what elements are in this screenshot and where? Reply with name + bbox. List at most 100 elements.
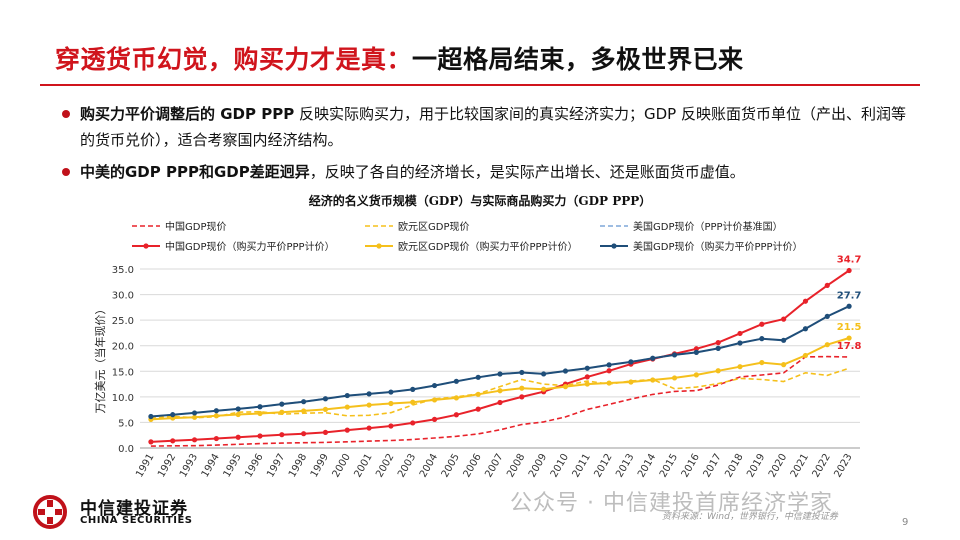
data-point [279, 401, 285, 407]
x-tick-label: 1995 [222, 452, 244, 480]
data-label: 34.7 [837, 255, 862, 266]
data-point [671, 352, 678, 358]
data-point [431, 382, 438, 389]
data-point [475, 391, 481, 397]
x-tick-label: 2000 [331, 452, 353, 480]
y-tick-label: 35.0 [112, 265, 134, 276]
logo-text-en: CHINA SECURITIES [80, 515, 193, 526]
data-point [781, 316, 787, 322]
data-point [650, 377, 656, 383]
data-point [737, 330, 743, 337]
data-point [846, 335, 852, 341]
data-point [824, 313, 830, 319]
data-point [279, 409, 285, 415]
data-point [759, 336, 765, 342]
bullet-bold-text: 中美的GDP PPP和GDP差距迥异 [80, 163, 310, 181]
x-tick-label: 2008 [505, 452, 527, 480]
data-point [410, 420, 416, 426]
data-point [366, 402, 372, 408]
data-point [257, 433, 263, 439]
data-point [366, 391, 372, 397]
data-point [584, 381, 590, 387]
data-point [606, 362, 612, 368]
data-point [235, 434, 241, 440]
legend-marker-icon [611, 243, 617, 249]
x-tick-label: 2012 [592, 452, 614, 480]
x-tick-label: 2004 [418, 452, 440, 480]
x-tick-label: 1999 [309, 452, 331, 480]
data-point [410, 386, 416, 392]
y-tick-label: 25.0 [112, 316, 134, 327]
x-tick-label: 2001 [352, 452, 374, 480]
data-point [148, 439, 154, 445]
data-point [562, 384, 569, 390]
x-tick-label: 2018 [723, 452, 745, 480]
data-point [759, 359, 765, 366]
data-point [781, 337, 787, 343]
data-point [671, 375, 678, 381]
x-tick-label: 2017 [702, 452, 724, 480]
y-tick-label: 15.0 [112, 367, 134, 378]
legend-label: 中国GDP现价 [165, 220, 226, 233]
watermark: 公众号 · 中信建投首席经济学家 [510, 491, 833, 516]
x-tick-label: 1991 [134, 452, 156, 480]
x-tick-label: 2009 [527, 452, 549, 480]
bullet-list: 购买力平价调整后的 GDP PPP 反映实际购买力，用于比较国家间的真实经济实力… [62, 101, 912, 191]
data-label: 21.5 [837, 322, 862, 333]
data-point [344, 392, 350, 399]
series-line [150, 269, 850, 443]
data-point [497, 399, 503, 406]
bullet-text: 反映实际购买力，用于比较国家间的真实经济实力；GDP 反映账面货币单位（产出、利… [80, 105, 906, 149]
company-logo: 中信建投证券 CHINA SECURITIES [32, 494, 232, 530]
data-point [191, 410, 198, 416]
data-point [781, 362, 787, 368]
data-point [170, 412, 176, 418]
citic-logo-icon [33, 495, 67, 529]
data-point [497, 371, 503, 377]
slide-title: 穿透货币幻觉，购买力才是真：一超格局结束，多极世界已来 [55, 40, 744, 76]
x-tick-label: 2007 [483, 452, 505, 480]
x-tick-label: 2005 [440, 452, 462, 480]
data-point [388, 389, 394, 395]
data-point [322, 406, 329, 412]
data-point [388, 423, 394, 429]
data-label: 27.7 [837, 290, 862, 301]
data-point [824, 342, 830, 348]
y-tick-label: 0.0 [118, 444, 134, 455]
x-tick-label: 1998 [287, 452, 309, 480]
data-point [322, 429, 329, 436]
slide-title-red: 穿透货币幻觉，购买力才是真： [55, 45, 413, 74]
data-point [257, 404, 263, 410]
data-point [584, 374, 590, 380]
series-line [150, 367, 850, 420]
data-point [279, 432, 285, 438]
bullet-item: 中美的GDP PPP和GDP差距迥异，反映了各自的经济增长，是实际产出增长、还是… [62, 159, 912, 185]
data-point [846, 303, 852, 309]
x-tick-label: 1994 [200, 452, 222, 480]
data-point [846, 267, 852, 274]
data-point [366, 425, 372, 431]
data-point [519, 385, 525, 391]
data-point [628, 359, 634, 365]
title-divider [40, 84, 920, 86]
data-point [541, 386, 547, 392]
x-tick-label: 2022 [811, 452, 833, 480]
data-point [431, 416, 438, 422]
data-point [410, 399, 416, 405]
data-point [322, 396, 329, 402]
logo-text-cn: 中信建投证券 [80, 499, 188, 519]
data-point [519, 369, 525, 376]
x-tick-label: 2016 [680, 452, 702, 480]
data-point [650, 355, 656, 361]
slide-title-black: 一超格局结束，多极世界已来 [412, 45, 744, 74]
data-label: 17.8 [837, 341, 862, 352]
x-tick-label: 2011 [571, 452, 593, 480]
bullet-text: ，反映了各自的经济增长，是实际产出增长、还是账面货币虚值。 [309, 163, 745, 181]
data-point [475, 406, 481, 412]
y-tick-label: 5.0 [118, 418, 134, 429]
legend-marker-icon [376, 243, 382, 249]
data-point [693, 372, 699, 378]
legend-label: 美国GDP现价（购买力平价PPP计价） [633, 240, 803, 253]
data-point [213, 408, 219, 414]
